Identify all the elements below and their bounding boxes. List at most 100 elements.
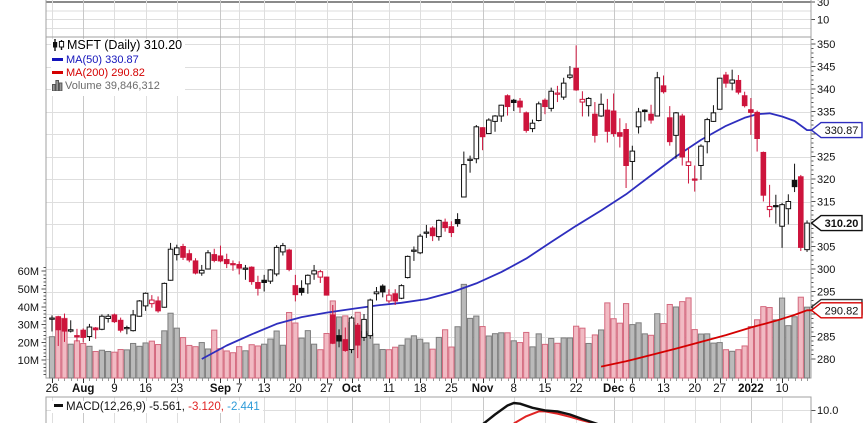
candle <box>429 226 436 242</box>
volume-tick-label: 20M <box>18 337 39 349</box>
volume-bar <box>704 333 711 379</box>
candle <box>423 224 430 238</box>
volume-bar <box>179 337 187 379</box>
candle <box>398 284 405 300</box>
candle <box>479 127 486 151</box>
volume-bar <box>161 330 168 379</box>
date-tick-label: 7 <box>236 383 242 395</box>
volume-bar <box>236 346 243 379</box>
date-tick-label: 18 <box>414 383 427 395</box>
volume-bar <box>73 340 81 379</box>
macd-label: MACD(12,26,9) <box>66 401 146 413</box>
volume-bar <box>598 329 605 379</box>
candle <box>798 174 804 251</box>
candle <box>55 315 62 346</box>
price-tick-label: 305 <box>817 242 835 254</box>
volume-bar <box>778 297 786 379</box>
date-tick-label: 9 <box>111 383 117 395</box>
volume-bar <box>148 340 155 379</box>
price-tick-label: 285 <box>817 332 835 344</box>
candle <box>292 274 299 302</box>
volume-bar <box>398 344 405 379</box>
candle <box>454 213 461 227</box>
volume-bar <box>92 350 99 379</box>
candle <box>105 314 111 323</box>
ma50-line-icon <box>52 57 63 61</box>
volume-bar <box>579 327 586 379</box>
legend-volume-row: Volume 39,846,312 <box>52 80 182 95</box>
volume-bar <box>460 283 467 379</box>
volume-bar <box>560 337 567 379</box>
volume-bar <box>123 349 130 379</box>
candle <box>592 102 598 143</box>
candle <box>261 274 267 292</box>
candle <box>242 264 249 280</box>
price-tick-label: 320 <box>817 174 835 186</box>
candle <box>729 69 735 91</box>
candle <box>211 248 218 263</box>
candle <box>567 66 573 80</box>
volume-bar <box>80 342 87 379</box>
candle <box>286 248 292 272</box>
candle <box>585 97 592 117</box>
candle <box>785 194 792 225</box>
volume-bar <box>629 324 636 379</box>
volume-bar <box>423 342 430 379</box>
volume-bar <box>523 331 530 379</box>
candle <box>342 327 349 352</box>
price-tick-label: 340 <box>817 84 835 96</box>
candle <box>691 165 698 192</box>
candle <box>548 87 555 112</box>
ma200-last-callout: 290.82 <box>810 302 863 319</box>
volume-bar <box>622 303 630 379</box>
candle <box>523 111 530 133</box>
volume-bar <box>647 334 655 379</box>
volume-bar <box>217 348 224 379</box>
ma50-last-callout-text: 330.87 <box>825 125 859 137</box>
volume-bar <box>417 338 424 379</box>
ma50-last-callout: 330.87 <box>810 121 863 139</box>
price-last-callout-text: 310.20 <box>825 218 859 230</box>
candle <box>554 85 561 103</box>
volume-bar <box>554 342 561 379</box>
volume-bar <box>335 316 343 379</box>
candle <box>542 98 548 115</box>
volume-bar <box>248 344 255 379</box>
volume-bar <box>591 334 598 379</box>
macd-hist-value: -2.441 <box>227 401 260 413</box>
volume-bar <box>448 346 455 379</box>
date-tick-label: 8 <box>511 383 517 395</box>
price-tick-label: 345 <box>817 62 835 74</box>
volume-bar <box>154 344 162 379</box>
volume-bar <box>267 338 274 379</box>
date-tick-label: 25 <box>445 383 458 395</box>
date-tick-label: 2022 <box>738 383 764 395</box>
candle <box>192 258 199 275</box>
date-tick-label: 10 <box>776 383 789 395</box>
top-pane-grid <box>45 0 815 38</box>
volume-bar <box>298 337 305 379</box>
candle <box>317 269 324 283</box>
volume-bar <box>261 343 268 379</box>
price-tick-label: 335 <box>817 107 835 119</box>
volume-bar <box>722 349 730 379</box>
volume-bar <box>136 345 143 379</box>
date-tick-label: 13 <box>657 383 670 395</box>
volume-bar <box>803 306 811 379</box>
candle <box>280 242 286 256</box>
candle <box>392 289 398 305</box>
candle <box>236 261 242 275</box>
candle <box>610 93 617 137</box>
volume-bar <box>666 303 673 379</box>
volume-bar <box>323 333 330 379</box>
volume-bar <box>254 345 262 379</box>
candle <box>442 218 448 232</box>
volume-bar <box>466 317 474 379</box>
candle <box>723 71 729 88</box>
candle <box>760 151 767 202</box>
candle <box>779 202 785 248</box>
volume-bar <box>198 342 205 379</box>
candle <box>529 119 536 133</box>
candle <box>629 145 636 180</box>
